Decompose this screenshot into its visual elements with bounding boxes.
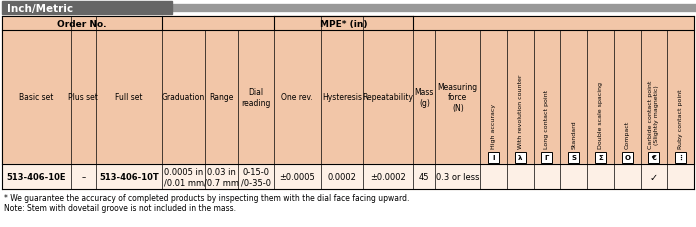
Text: Carbide contact point
(Slightly magnetic): Carbide contact point (Slightly magnetic… [649, 80, 659, 148]
Text: ✓: ✓ [650, 172, 658, 182]
Text: Plus set: Plus set [68, 93, 98, 102]
Text: O: O [624, 154, 630, 160]
Text: ±0.0005: ±0.0005 [279, 172, 315, 181]
Text: Long contact point: Long contact point [544, 89, 549, 148]
Text: λ: λ [518, 154, 523, 160]
Text: Double scale spacing: Double scale spacing [598, 82, 603, 148]
Text: Γ: Γ [545, 154, 549, 160]
Bar [2, 2, 172, 15]
Text: Compact: Compact [624, 120, 630, 148]
Text: Measuring
force
(N): Measuring force (N) [438, 83, 478, 112]
Text: Note: Stem with dovetail groove is not included in the mass.: Note: Stem with dovetail groove is not i… [4, 203, 236, 212]
Text: Inch/Metric: Inch/Metric [7, 3, 73, 13]
Text: Repeatability: Repeatability [363, 93, 413, 102]
Text: Ruby contact point: Ruby contact point [678, 89, 683, 148]
Text: 0.03 in
/0.7 mm: 0.03 in /0.7 mm [204, 167, 239, 186]
Text: With revolution counter: With revolution counter [518, 74, 523, 148]
Bar [2, 164, 694, 189]
Text: Graduation: Graduation [162, 93, 205, 102]
Text: Range: Range [209, 93, 234, 102]
Text: MPE* (in): MPE* (in) [319, 20, 367, 28]
Bar [514, 152, 525, 163]
Text: * We guarantee the accuracy of completed products by inspecting them with the di: * We guarantee the accuracy of completed… [4, 193, 409, 202]
Text: S: S [571, 154, 576, 160]
Text: One rev.: One rev. [281, 93, 313, 102]
Bar [488, 152, 499, 163]
Text: I: I [492, 154, 495, 160]
Bar [649, 152, 659, 163]
Text: 0.0005 in
/0.01 mm: 0.0005 in /0.01 mm [164, 167, 204, 186]
Text: Order No.: Order No. [58, 20, 107, 28]
Text: 0.3 or less: 0.3 or less [436, 172, 480, 181]
Text: Standard: Standard [571, 120, 576, 148]
Bar [622, 152, 633, 163]
Text: Mass
(g): Mass (g) [415, 88, 434, 107]
Text: –: – [81, 172, 86, 181]
Bar [568, 152, 579, 163]
Bar [2, 17, 694, 164]
Text: High accuracy: High accuracy [491, 104, 496, 148]
Text: Full set: Full set [116, 93, 143, 102]
Bar [675, 152, 686, 163]
Text: Basic set: Basic set [19, 93, 54, 102]
Text: Hysteresis: Hysteresis [322, 93, 362, 102]
Text: €: € [651, 154, 656, 160]
Text: ⋮: ⋮ [677, 154, 684, 160]
Text: 513-406-10E: 513-406-10E [7, 172, 66, 181]
Text: ±0.0002: ±0.0002 [370, 172, 406, 181]
Text: 0.0002: 0.0002 [327, 172, 356, 181]
Text: 513-406-10T: 513-406-10T [99, 172, 159, 181]
Bar [541, 152, 553, 163]
Text: Σ: Σ [598, 154, 603, 160]
Text: 0-15-0
/0-35-0: 0-15-0 /0-35-0 [241, 167, 271, 186]
Bar [595, 152, 606, 163]
Text: 45: 45 [419, 172, 429, 181]
Text: Dial
reading: Dial reading [242, 88, 271, 107]
